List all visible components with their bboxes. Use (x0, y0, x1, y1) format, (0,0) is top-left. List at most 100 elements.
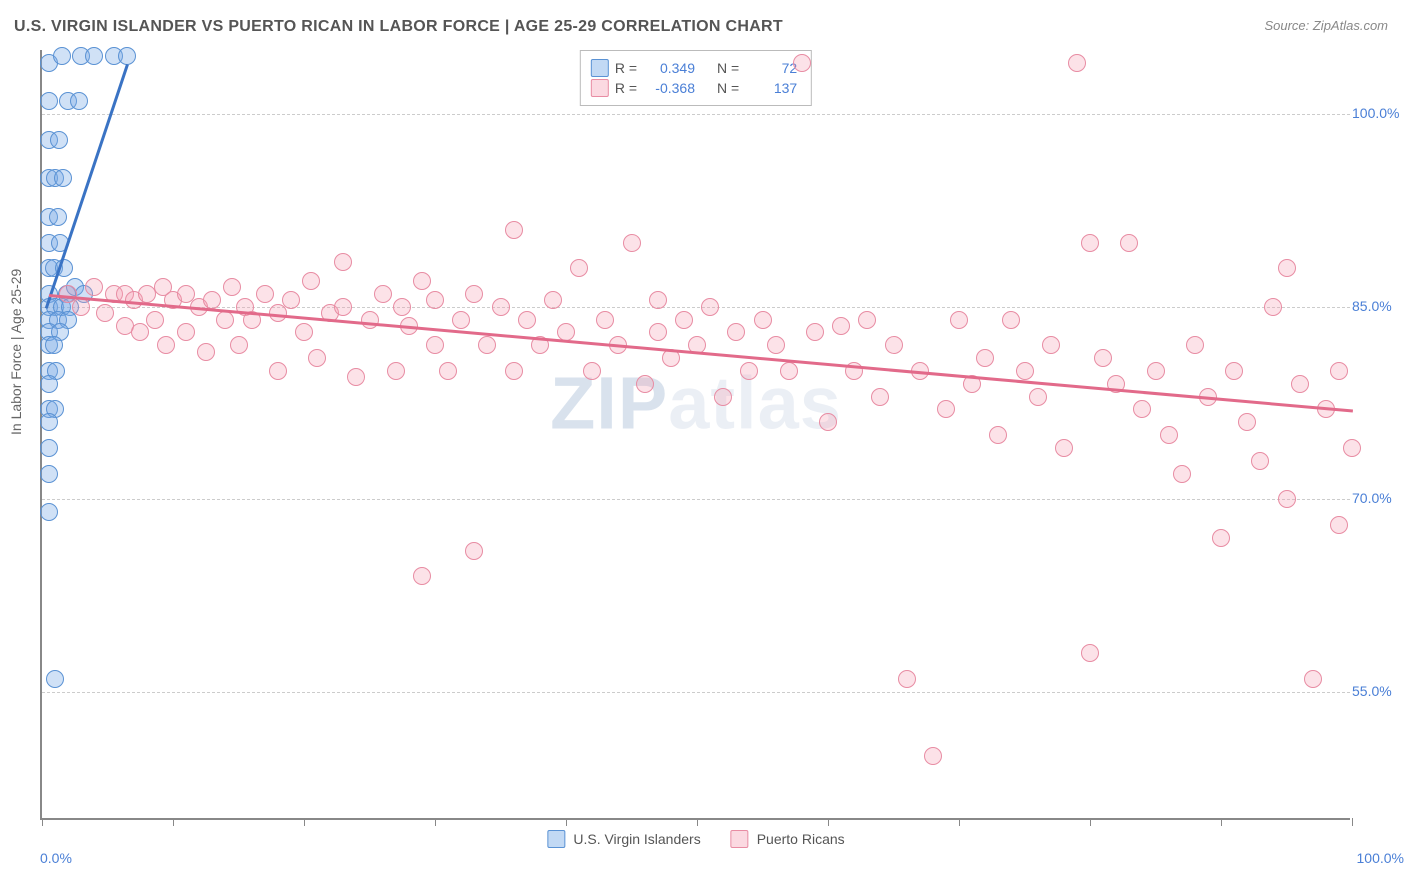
x-max-label: 100.0% (1357, 850, 1404, 866)
data-point (740, 362, 758, 380)
data-point (478, 336, 496, 354)
data-point (623, 234, 641, 252)
x-min-label: 0.0% (40, 850, 72, 866)
x-tick (304, 818, 305, 826)
data-point (871, 388, 889, 406)
data-point (1238, 413, 1256, 431)
data-point (1278, 259, 1296, 277)
data-point (50, 131, 68, 149)
data-point (754, 311, 772, 329)
data-point (1002, 311, 1020, 329)
y-tick-label: 85.0% (1352, 298, 1406, 314)
correlation-legend: R = 0.349 N = 72 R = -0.368 N = 137 (580, 50, 812, 106)
data-point (675, 311, 693, 329)
data-point (85, 47, 103, 65)
data-point (937, 400, 955, 418)
data-point (295, 323, 313, 341)
data-point (1147, 362, 1165, 380)
x-tick (1221, 818, 1222, 826)
data-point (885, 336, 903, 354)
legend-item-usvi: U.S. Virgin Islanders (547, 830, 700, 848)
data-point (492, 298, 510, 316)
y-tick-label: 70.0% (1352, 490, 1406, 506)
data-point (780, 362, 798, 380)
data-point (1133, 400, 1151, 418)
data-point (426, 291, 444, 309)
data-point (649, 291, 667, 309)
data-point (1016, 362, 1034, 380)
data-point (1186, 336, 1204, 354)
data-point (40, 465, 58, 483)
data-point (53, 47, 71, 65)
data-point (40, 439, 58, 457)
data-point (518, 311, 536, 329)
data-point (302, 272, 320, 290)
data-point (40, 92, 58, 110)
data-point (1212, 529, 1230, 547)
x-tick (566, 818, 567, 826)
y-tick-label: 100.0% (1352, 105, 1406, 121)
data-point (976, 349, 994, 367)
r-value: -0.368 (643, 80, 695, 96)
data-point (1160, 426, 1178, 444)
data-point (1081, 644, 1099, 662)
data-point (40, 413, 58, 431)
plot-area: ZIPatlas R = 0.349 N = 72 R = -0.368 N =… (40, 50, 1350, 820)
data-point (544, 291, 562, 309)
x-tick (173, 818, 174, 826)
swatch-icon (547, 830, 565, 848)
r-label: R = (615, 80, 637, 96)
data-point (1094, 349, 1112, 367)
data-point (1330, 516, 1348, 534)
data-point (197, 343, 215, 361)
n-value: 137 (745, 80, 797, 96)
gridline (42, 114, 1350, 115)
data-point (72, 298, 90, 316)
data-point (40, 375, 58, 393)
data-point (819, 413, 837, 431)
r-value: 0.349 (643, 60, 695, 76)
data-point (269, 362, 287, 380)
data-point (505, 362, 523, 380)
data-point (256, 285, 274, 303)
data-point (465, 542, 483, 560)
data-point (177, 323, 195, 341)
data-point (858, 311, 876, 329)
x-tick (959, 818, 960, 826)
data-point (393, 298, 411, 316)
legend-item-pr: Puerto Ricans (731, 830, 845, 848)
data-point (649, 323, 667, 341)
data-point (1055, 439, 1073, 457)
data-point (793, 54, 811, 72)
data-point (452, 311, 470, 329)
data-point (1251, 452, 1269, 470)
data-point (413, 272, 431, 290)
swatch-icon (591, 79, 609, 97)
data-point (924, 747, 942, 765)
data-point (223, 278, 241, 296)
data-point (131, 323, 149, 341)
x-tick (697, 818, 698, 826)
data-point (806, 323, 824, 341)
data-point (85, 278, 103, 296)
source-label: Source: ZipAtlas.com (1264, 18, 1388, 33)
swatch-icon (591, 59, 609, 77)
data-point (1173, 465, 1191, 483)
data-point (70, 92, 88, 110)
data-point (439, 362, 457, 380)
r-label: R = (615, 60, 637, 76)
data-point (1304, 670, 1322, 688)
data-point (334, 298, 352, 316)
data-point (1081, 234, 1099, 252)
legend-row-usvi: R = 0.349 N = 72 (591, 59, 797, 77)
data-point (1120, 234, 1138, 252)
data-point (1291, 375, 1309, 393)
data-point (701, 298, 719, 316)
gridline (42, 692, 1350, 693)
data-point (570, 259, 588, 277)
data-point (714, 388, 732, 406)
gridline (42, 499, 1350, 500)
data-point (1068, 54, 1086, 72)
data-point (387, 362, 405, 380)
data-point (767, 336, 785, 354)
